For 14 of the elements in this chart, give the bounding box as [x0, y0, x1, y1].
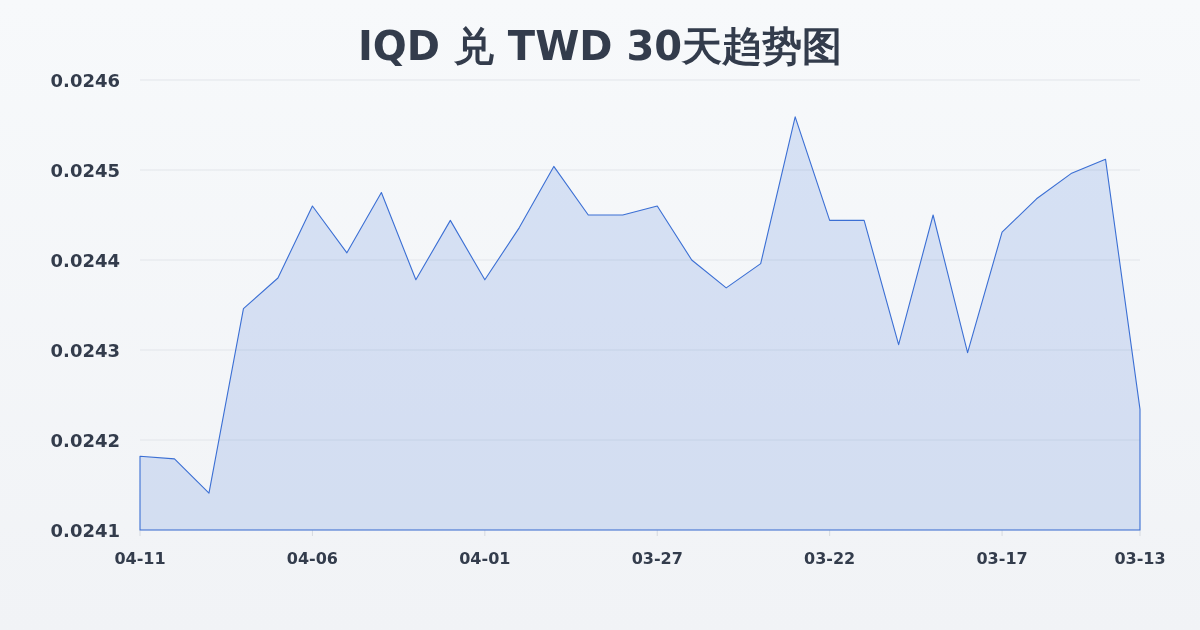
x-tick-label: 03-13 [1114, 548, 1166, 568]
x-tick-label: 03-17 [976, 548, 1028, 568]
chart-title: IQD 兑 TWD 30天趋势图 [357, 23, 843, 69]
x-tick-label: 03-22 [804, 548, 856, 568]
x-tick-label: 04-11 [114, 548, 166, 568]
y-tick-label: 0.0244 [50, 249, 120, 271]
x-tick-label: 03-27 [631, 548, 683, 568]
x-tick-label: 04-06 [286, 548, 338, 568]
y-tick-label: 0.0245 [50, 159, 120, 181]
y-tick-label: 0.0246 [50, 69, 120, 91]
y-tick-label: 0.0241 [50, 519, 120, 541]
x-tick-label: 04-01 [459, 548, 511, 568]
y-tick-label: 0.0243 [50, 339, 120, 361]
y-tick-label: 0.0242 [50, 429, 120, 451]
